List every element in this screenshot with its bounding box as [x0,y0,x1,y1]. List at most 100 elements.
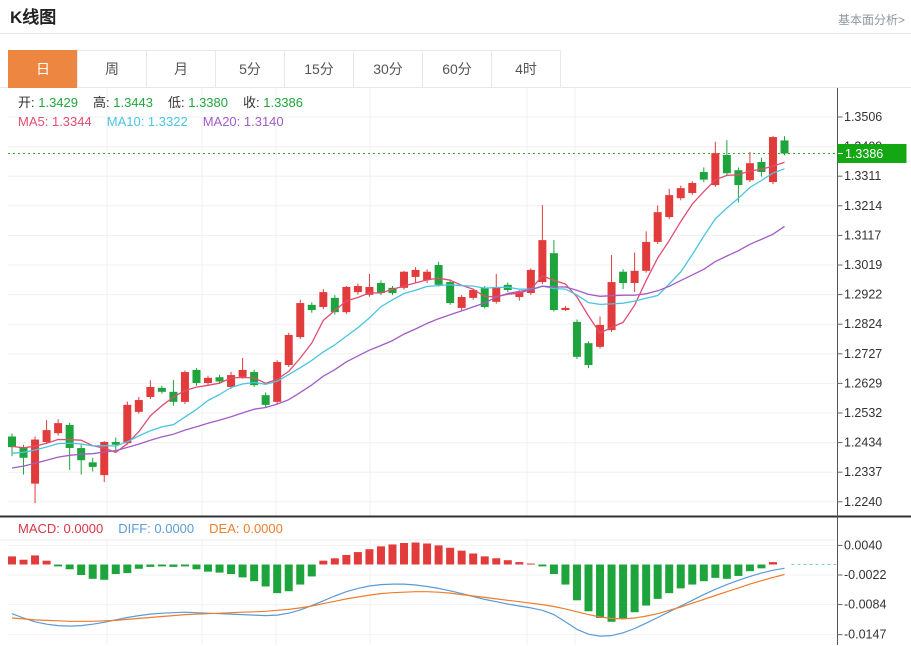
candle [215,377,224,382]
macd-bar [757,564,766,569]
macd-bar [607,564,616,622]
candle [630,270,639,283]
macd-bar [561,564,570,585]
tab-interval-3[interactable]: 5分 [215,50,285,88]
macd-bar [146,564,155,567]
candle [180,372,189,402]
macd-bar [215,564,224,573]
svg-text:1.2922: 1.2922 [844,288,882,302]
candle [538,240,547,283]
svg-text:0.0040: 0.0040 [844,538,882,552]
tab-interval-7[interactable]: 4时 [491,50,561,88]
interval-tab-bar: 日周月 5分 15分 30分 60分 4时 [0,50,911,88]
candle [526,269,535,294]
candle [296,303,305,338]
tab-interval-6[interactable]: 60分 [422,50,492,88]
macd-bar [699,564,708,582]
ohlc-item-1: 高: 1.3443 [93,95,153,110]
svg-text:1.3019: 1.3019 [844,258,882,272]
candle [734,170,743,186]
candle [353,286,362,293]
tab-interval-2[interactable]: 月 [146,50,216,88]
tab-interval-0[interactable]: 日 [8,50,78,88]
macd-histogram-layer [8,542,777,622]
candle [100,441,109,476]
candle [757,161,766,173]
macd-bar [538,564,547,567]
candle [584,343,593,366]
macd-bar [526,563,535,565]
macd-bar [319,560,328,565]
svg-text:1.2434: 1.2434 [844,436,882,450]
macd-item-1: DIFF: 0.0000 [118,521,195,536]
macd-bar [180,564,189,567]
svg-text:1.3386: 1.3386 [845,147,883,161]
macd-bar [469,553,478,565]
candle [607,282,616,331]
candle [227,375,236,387]
tab-interval-5[interactable]: 30分 [353,50,423,88]
macd-bar [227,564,236,575]
macd-bar [457,550,466,565]
ohlc-item-2: 低: 1.3380 [168,95,228,110]
ohlc-item-3: 收: 1.3386 [243,95,303,110]
macd-bar [411,542,420,565]
candle [123,404,132,444]
candle [238,369,247,377]
candle [665,195,674,218]
candle [688,182,697,193]
tab-interval-1[interactable]: 周 [77,50,147,88]
tab-interval-4[interactable]: 15分 [284,50,354,88]
macd-bar [192,564,201,570]
candle [653,212,662,242]
candle [480,287,489,307]
ma20-line [11,225,785,469]
ma-legend: MA5: 1.3344 MA10: 1.3322 MA20: 1.3140 [18,114,299,129]
macd-item-2: DEA: 0.0000 [209,521,283,536]
candle [411,269,420,277]
candle [699,172,708,180]
macd-bar [376,546,385,565]
candle [192,369,201,383]
candle [711,153,720,186]
macd-bar [204,564,213,572]
macd-bar [734,564,743,576]
macd-bar [434,545,443,565]
candle [365,286,374,295]
ma10-line [11,168,785,454]
candle [549,253,558,311]
candle [157,387,166,392]
fundamental-analysis-link[interactable]: 基本面分析> [837,13,905,27]
macd-bar [642,564,651,606]
svg-text:1.2629: 1.2629 [844,376,882,390]
current-price-badge: 1.3386 [837,143,907,163]
candle [111,441,120,445]
candle [768,137,777,183]
candle [388,287,397,294]
macd-bar [169,564,178,567]
macd-bar [503,560,512,565]
macd-bar [134,564,143,569]
macd-bar [711,564,720,578]
candle [319,292,328,307]
macd-bar [273,564,282,594]
candle [469,289,478,298]
svg-text:1.2240: 1.2240 [844,495,882,509]
macd-bar [446,547,455,565]
svg-text:-0.0147: -0.0147 [844,628,886,642]
macd-bar [688,564,697,585]
svg-text:1.2824: 1.2824 [844,317,882,331]
macd-bar [630,564,639,613]
ma-item-0: MA5: 1.3344 [18,114,92,129]
macd-bar [619,564,628,619]
ma-item-2: MA20: 1.3140 [202,114,284,129]
macd-legend: MACD: 0.0000 DIFF: 0.0000 DEA: 0.0000 [18,521,298,536]
macd-bar [653,564,662,599]
candle [446,282,455,304]
svg-text:1.3506: 1.3506 [844,110,882,124]
kline-chart-canvas[interactable]: 1.35061.34091.33111.32141.31171.30191.29… [0,88,911,645]
macd-bar [365,549,374,565]
candle [596,324,605,347]
macd-bar [584,564,593,612]
candle [261,395,270,405]
